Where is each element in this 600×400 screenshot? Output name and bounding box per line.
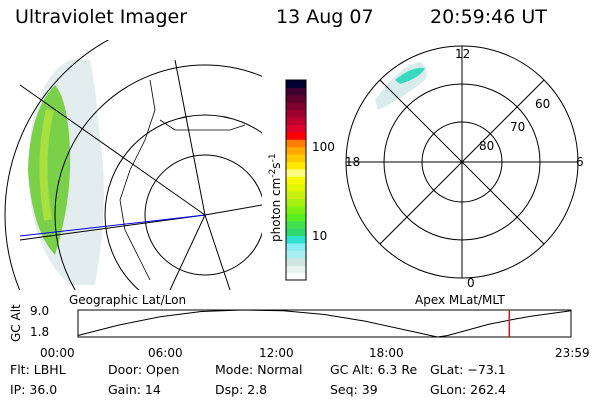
info-field: IP: 36.0	[10, 382, 58, 397]
colorbar-tick-100: 100	[312, 140, 335, 154]
altitude-ylabel: GC Alt	[9, 304, 23, 342]
colorbar-swatch	[286, 109, 306, 118]
colorbar-swatch	[286, 205, 306, 214]
lat-label-60: 60	[535, 97, 551, 111]
colorbar-label-text: photon cm	[269, 177, 283, 242]
mlt-label-0: 0	[467, 276, 475, 290]
mlt-label-18: 18	[345, 155, 361, 169]
ytick-1.8: 1.8	[30, 325, 50, 339]
colorbar-swatch	[286, 191, 306, 200]
colorbar-swatch	[286, 80, 306, 88]
lat-label-80: 80	[479, 139, 495, 153]
colorbar-swatch	[286, 102, 306, 111]
colorbar-swatch	[286, 154, 306, 162]
info-field: GC Alt: 6.3 Re	[330, 362, 418, 377]
map-caption: Geographic Lat/Lon	[69, 293, 187, 307]
instrument-title: Ultraviolet Imager	[15, 6, 188, 28]
colorbar-swatch	[286, 94, 306, 103]
mlt-label-12: 12	[455, 47, 471, 61]
xtick: 12:00	[259, 346, 294, 360]
xtick: 00:00	[40, 346, 75, 360]
time: 20:59:46 UT	[430, 6, 547, 28]
polar-mlt-plot	[345, 45, 579, 279]
info-field: Flt: LBHL	[10, 362, 66, 377]
colorbar	[285, 79, 307, 281]
altitude-plot-frame	[77, 309, 572, 338]
colorbar-swatch	[286, 272, 306, 281]
info-field: GLat: −73.1	[430, 362, 506, 377]
colorbar-swatch	[286, 146, 306, 155]
info-field: Seq: 39	[330, 382, 378, 397]
colorbar-swatch	[286, 213, 306, 222]
colorbar-swatch	[286, 87, 306, 96]
colorbar-swatch	[286, 257, 306, 266]
info-field: Door: Open	[108, 362, 180, 377]
date: 13 Aug 07	[276, 6, 374, 28]
lat-label-70: 70	[510, 120, 526, 134]
ytick-9: 9.0	[30, 304, 50, 318]
colorbar-swatch	[286, 176, 306, 185]
colorbar-label: photon cm-2s-1	[268, 153, 283, 242]
colorbar-swatch	[286, 139, 306, 148]
info-field: Dsp: 2.8	[215, 382, 268, 397]
colorbar-swatch	[286, 198, 306, 207]
colorbar-swatch	[286, 250, 306, 259]
geographic-map	[4, 40, 262, 290]
colorbar-swatch	[286, 228, 306, 237]
info-field: Mode: Normal	[215, 362, 303, 377]
colorbar-tick-10: 10	[312, 229, 328, 243]
colorbar-swatch	[286, 168, 306, 177]
xtick: 23:59	[555, 346, 590, 360]
mlt-label-6: 6	[576, 155, 584, 169]
xtick: 06:00	[148, 346, 183, 360]
colorbar-exp1: -2	[268, 168, 278, 178]
colorbar-swatch	[286, 161, 306, 170]
colorbar-swatch	[286, 183, 306, 192]
altitude-line	[77, 309, 572, 338]
colorbar-exp2: -1	[268, 153, 278, 163]
colorbar-swatch	[286, 117, 306, 125]
colorbar-unit2: s	[269, 162, 283, 169]
colorbar-swatch	[286, 242, 306, 251]
xtick: 18:00	[369, 346, 404, 360]
colorbar-frame	[285, 79, 307, 281]
colorbar-swatch	[286, 220, 306, 229]
polar-caption: Apex MLat/MLT	[415, 293, 505, 307]
colorbar-swatch	[286, 131, 306, 140]
info-field: GLon: 262.4	[430, 382, 506, 397]
colorbar-swatch	[286, 235, 306, 244]
colorbar-swatch	[286, 265, 306, 274]
colorbar-swatch	[286, 124, 306, 133]
info-field: Gain: 14	[108, 382, 161, 397]
